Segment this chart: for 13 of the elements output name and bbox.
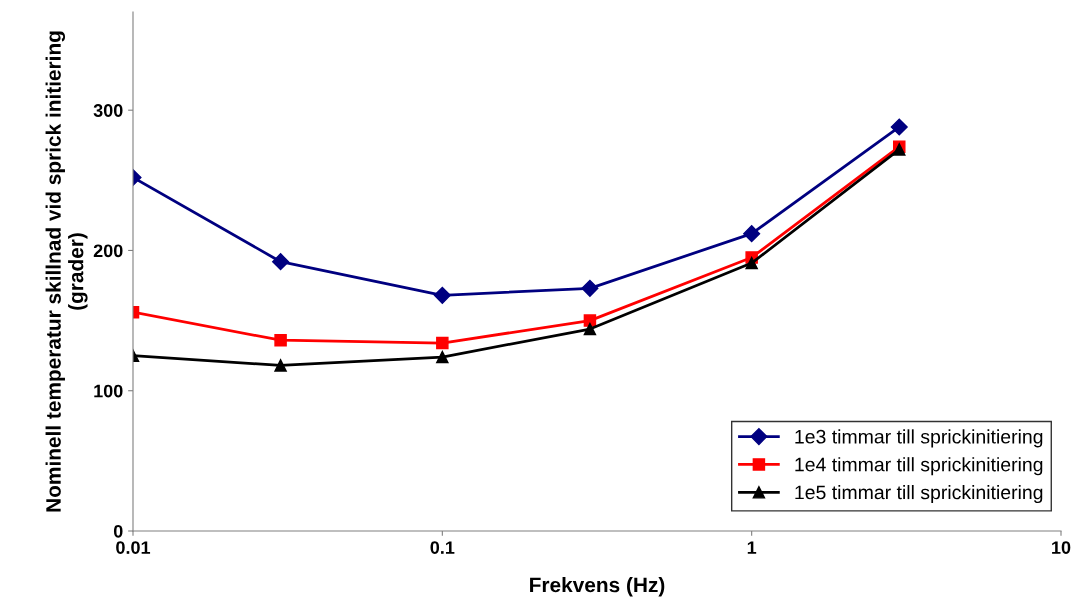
- y-axis-title: Nominell temperatur skillnad vid sprick initiering (grader): [45, 31, 88, 512]
- y-tick-label: 200: [93, 244, 123, 258]
- y-tick-label: 300: [93, 104, 123, 117]
- x-tick-label: 0.01: [116, 541, 151, 554]
- x-tick-label: 10: [1052, 541, 1071, 554]
- legend-label: 1e3 timmar till sprickinitiering: [795, 429, 1043, 448]
- x-tick-label: 0.1: [430, 541, 455, 554]
- y-tick-label: 0: [113, 524, 123, 538]
- legend-label: 1e4 timmar till sprickinitiering: [795, 457, 1043, 476]
- x-axis-title: Frekvens (Hz): [530, 577, 665, 597]
- y-tick-label: 100: [94, 384, 123, 398]
- legend-label: 1e5 timmar till sprickinitiering: [795, 484, 1043, 504]
- x-tick-label: 1: [747, 541, 757, 554]
